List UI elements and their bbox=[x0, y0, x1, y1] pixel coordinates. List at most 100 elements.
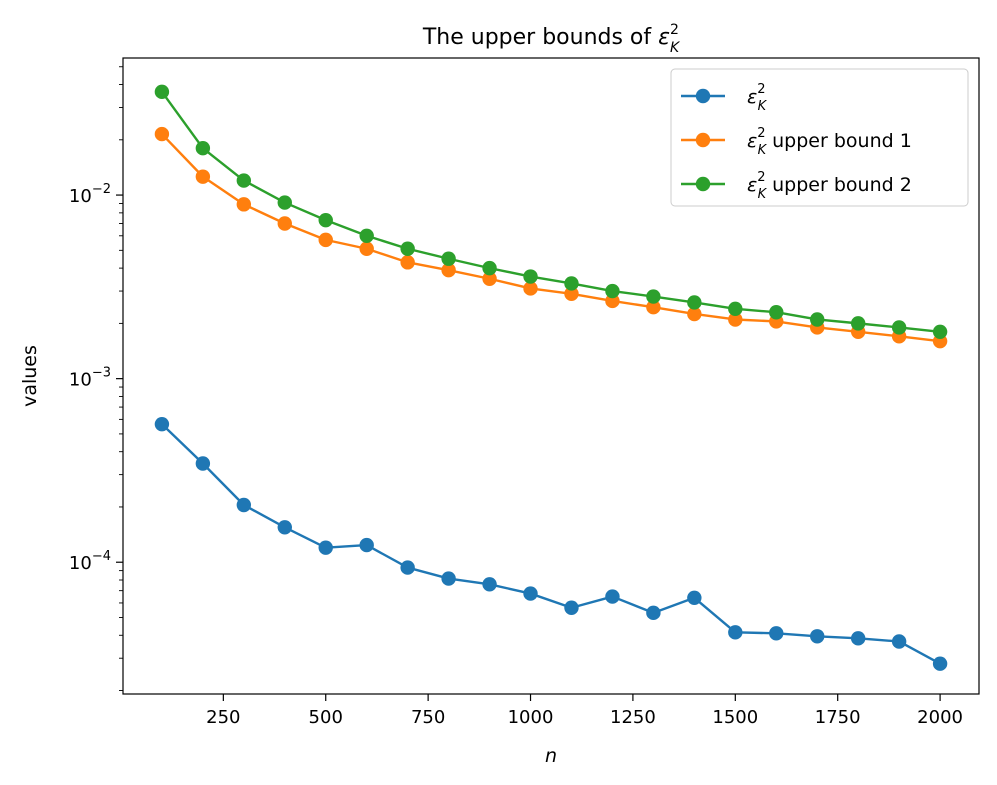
series-3-point bbox=[318, 212, 333, 228]
series-2-point bbox=[441, 262, 456, 278]
series-2-point bbox=[728, 312, 743, 327]
y-tick-label: 10−3 bbox=[69, 366, 111, 391]
series-2-point bbox=[646, 300, 661, 315]
y-tick-label: 10−4 bbox=[69, 549, 111, 574]
series-3-point bbox=[236, 173, 252, 188]
legend: ε2 Kε2 K upper bound 1ε2 K upper bound 2 bbox=[670, 68, 969, 207]
series-3 bbox=[154, 84, 948, 339]
legend-label-sub: K bbox=[758, 143, 768, 158]
y-tick-label-base: 10 bbox=[69, 186, 92, 207]
y-axis-label: values bbox=[19, 345, 41, 407]
x-tick-label: 1500 bbox=[712, 707, 758, 728]
series-1-point bbox=[195, 456, 211, 471]
series-3-point bbox=[482, 260, 497, 276]
x-tick-label: 1250 bbox=[610, 707, 656, 728]
legend-swatch-marker bbox=[695, 132, 711, 148]
x-tick-label: 750 bbox=[411, 707, 445, 728]
series-2-point bbox=[277, 216, 292, 231]
legend-label: ε2 K upper bound 1 bbox=[747, 126, 912, 158]
series-3-point bbox=[932, 324, 948, 339]
series-1-point bbox=[728, 625, 743, 640]
series-2-point bbox=[154, 126, 170, 142]
legend-swatch-marker bbox=[695, 88, 711, 104]
axes-frame bbox=[122, 57, 980, 695]
series-3-point bbox=[277, 195, 292, 210]
legend-label-sup: 2 bbox=[757, 126, 765, 141]
y-tick-label-exponent: −4 bbox=[92, 549, 111, 564]
series-1-point bbox=[850, 631, 866, 646]
y-tick-label-base: 10 bbox=[69, 553, 92, 574]
series-1-point bbox=[482, 577, 497, 592]
series-layer bbox=[154, 84, 948, 671]
series-2-point bbox=[318, 232, 333, 248]
x-tick-label: 2000 bbox=[917, 707, 963, 728]
x-axis-label: n bbox=[545, 745, 557, 767]
legend-label: ε2 K upper bound 2 bbox=[747, 170, 912, 202]
series-1-point bbox=[810, 629, 825, 644]
chart-title: The upper bounds of ε2 K bbox=[422, 22, 681, 56]
legend-label-suffix: upper bound 2 bbox=[766, 174, 912, 196]
x-tick-label: 1000 bbox=[508, 707, 554, 728]
series-3-point bbox=[850, 316, 866, 331]
series-3-point bbox=[523, 269, 538, 284]
x-axis: 250 500 750 1000 1250 1500 1750 2000 bbox=[206, 694, 963, 728]
series-1-point bbox=[605, 589, 620, 604]
series-3-point bbox=[687, 295, 702, 310]
series-1-point bbox=[891, 634, 907, 649]
series-2-point bbox=[236, 197, 252, 212]
series-2-point bbox=[359, 241, 374, 256]
series-3-point bbox=[646, 289, 661, 304]
series-1-point bbox=[277, 520, 292, 535]
x-tick-label: 250 bbox=[206, 707, 240, 728]
series-3-point bbox=[891, 320, 907, 335]
x-tick-label: 500 bbox=[309, 707, 343, 728]
series-1-point bbox=[359, 537, 374, 553]
y-tick-label-exponent: −3 bbox=[92, 366, 111, 381]
series-1-point bbox=[318, 540, 333, 555]
legend-label-symbol: ε bbox=[747, 174, 757, 196]
y-axis: 10−410−310−2 bbox=[69, 66, 123, 691]
series-1-point bbox=[687, 590, 702, 606]
series-2-point bbox=[523, 281, 538, 296]
legend-label: ε2 K bbox=[747, 82, 768, 114]
series-2-point bbox=[605, 293, 620, 309]
legend-label-symbol: ε bbox=[747, 130, 757, 152]
series-2-point bbox=[687, 306, 702, 322]
legend-item-3: ε2 K upper bound 2 bbox=[681, 170, 912, 202]
series-3-point bbox=[769, 305, 784, 320]
series-3-point bbox=[810, 312, 825, 327]
series-3-point bbox=[400, 241, 415, 256]
series-1-point bbox=[564, 600, 579, 615]
series-1-point bbox=[154, 416, 170, 432]
series-3-point bbox=[359, 228, 374, 243]
legend-label-sub: K bbox=[758, 187, 768, 202]
series-3-point bbox=[154, 84, 170, 100]
series-2-point bbox=[564, 286, 579, 301]
series-1-point bbox=[769, 626, 784, 641]
legend-box bbox=[670, 68, 969, 207]
series-2-point bbox=[195, 169, 211, 184]
legend-item-1: ε2 K bbox=[681, 82, 768, 114]
legend-label-sup: 2 bbox=[757, 170, 765, 185]
series-1-point bbox=[236, 497, 252, 513]
series-2-point bbox=[482, 271, 497, 286]
series-3-point bbox=[441, 251, 456, 266]
y-tick-label-exponent: −2 bbox=[92, 182, 111, 197]
series-1-point bbox=[441, 571, 456, 586]
series-1-point bbox=[932, 656, 948, 671]
legend-item-2: ε2 K upper bound 1 bbox=[681, 126, 912, 158]
legend-swatch-marker bbox=[695, 176, 711, 192]
series-1-point bbox=[400, 560, 415, 575]
series-2-point bbox=[400, 255, 415, 270]
series-3-point bbox=[605, 283, 620, 299]
series-3-point bbox=[195, 141, 211, 156]
plot-area bbox=[122, 57, 980, 695]
legend-label-symbol: ε bbox=[747, 86, 757, 108]
y-tick-label: 10−2 bbox=[69, 182, 111, 207]
series-1-point bbox=[523, 586, 538, 601]
legend-label-sup: 2 bbox=[757, 82, 765, 97]
series-3-point bbox=[564, 276, 579, 291]
legend-label-sub: K bbox=[758, 99, 768, 114]
series-1 bbox=[154, 416, 948, 671]
